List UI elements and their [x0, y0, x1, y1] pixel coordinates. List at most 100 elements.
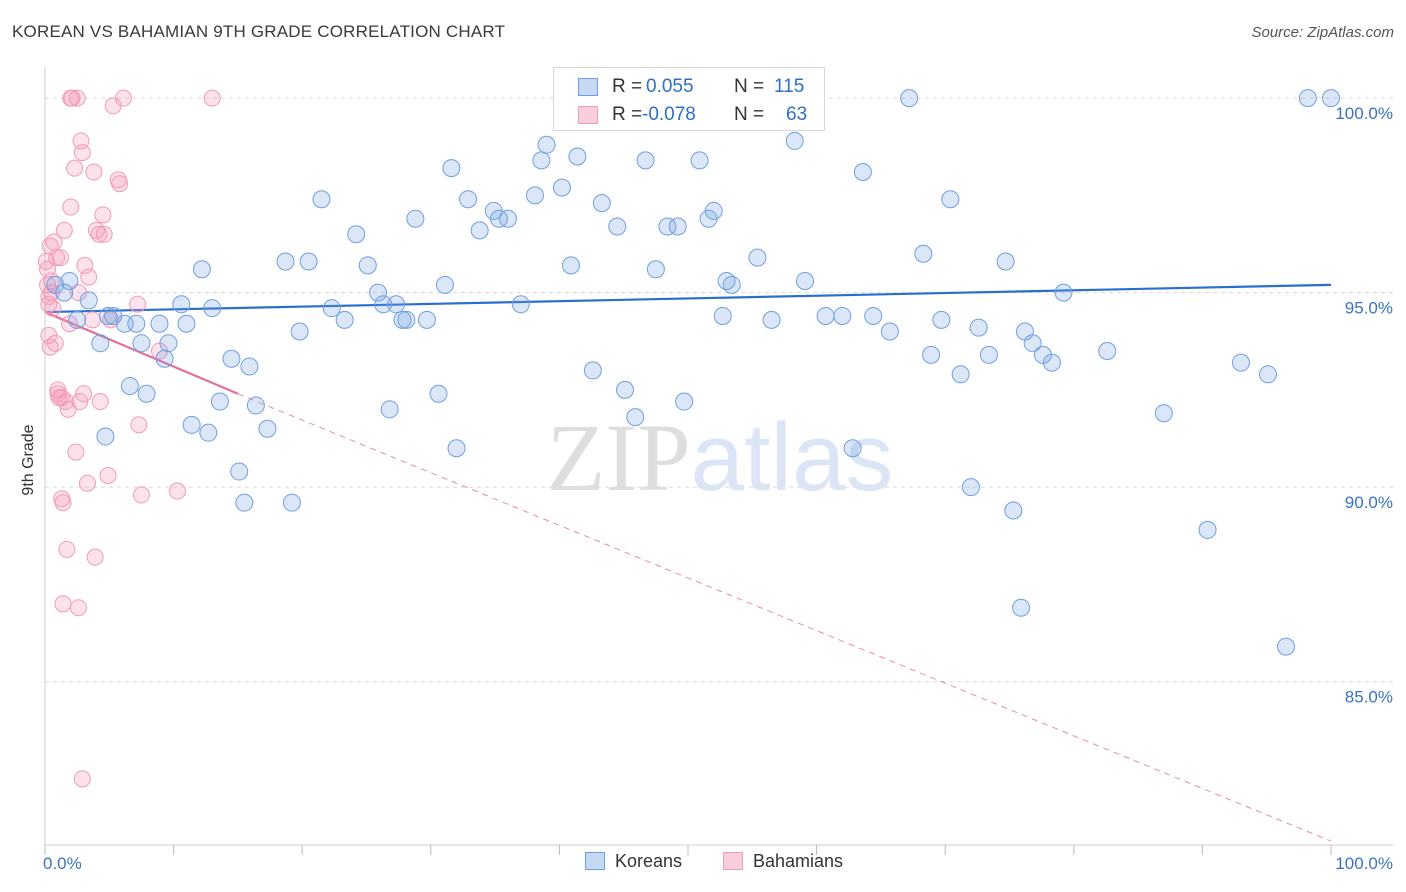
korean-swatch-icon [585, 852, 605, 870]
bahamian-point [73, 770, 91, 788]
korean-point [1231, 353, 1250, 372]
legend-r-label: R = [612, 76, 643, 97]
bahamian-point [54, 494, 72, 512]
korean-point [127, 314, 146, 333]
y-tick-label: 100.0% [1335, 104, 1393, 123]
korean-point [230, 462, 249, 481]
legend-row-korean: R = 0.055 N = 115 [554, 74, 824, 102]
bahamian-point [111, 175, 129, 193]
legend-box: R = 0.055 N = 115 R = -0.078 N = 63 [553, 67, 825, 131]
korean-point [258, 419, 277, 438]
korean-point [785, 131, 804, 150]
legend-label-koreans: Koreans [615, 851, 683, 871]
korean-point [646, 260, 665, 279]
korean-point [511, 295, 530, 314]
korean-point [690, 151, 709, 170]
bahamian-trend-extension [237, 393, 1332, 842]
bahamian-point [114, 89, 132, 107]
korean-point [46, 275, 65, 294]
korean-point [658, 217, 677, 236]
korean-point [608, 217, 627, 236]
bahamian-point [91, 393, 109, 411]
bahamian-swatch-icon [723, 852, 743, 870]
trend-lines [44, 283, 1332, 842]
korean-point [60, 271, 79, 290]
source-label: Source: ZipAtlas.com [1251, 24, 1394, 41]
korean-point [192, 260, 211, 279]
y-axis-label: 9th Grade [20, 424, 37, 495]
y-tick-label: 95.0% [1345, 299, 1393, 318]
korean-point [299, 252, 318, 271]
bahamian-point [78, 474, 96, 492]
korean-point [55, 283, 74, 302]
x-tick-label: 0.0% [43, 854, 82, 873]
korean-point [568, 147, 587, 166]
y-tick-label: 85.0% [1345, 688, 1393, 707]
y-tick-labels: 85.0% 90.0% 95.0% 100.0% [1335, 104, 1393, 707]
korean-point [459, 190, 478, 209]
korean-point [704, 201, 723, 220]
bahamian-point [99, 466, 117, 484]
legend-r-label: R = [612, 104, 643, 125]
korean-point [853, 163, 872, 182]
bahamian-swatch-icon [578, 106, 598, 124]
korean-point [713, 306, 732, 325]
korean-point [387, 295, 406, 314]
korean-point [1198, 520, 1217, 539]
korean-point [722, 275, 741, 294]
bahamian-point [168, 482, 186, 500]
bahamian-point [55, 221, 73, 239]
korean-point [932, 310, 951, 329]
korean-point [561, 256, 580, 275]
korean-point [941, 190, 960, 209]
watermark-atlas: atlas [691, 404, 894, 511]
bahamian-point [132, 486, 150, 504]
korean-point [583, 361, 602, 380]
bahamian-point [130, 416, 148, 434]
korean-point [1322, 89, 1340, 108]
bahamian-point [85, 163, 103, 181]
korean-point [816, 306, 835, 325]
chart-title: KOREAN VS BAHAMIAN 9TH GRADE CORRELATION… [12, 22, 506, 41]
korean-point [951, 365, 970, 384]
bahamian-point [90, 225, 108, 243]
korean-point [1004, 501, 1023, 520]
bahamian-point [69, 599, 87, 617]
korean-point [1258, 365, 1277, 384]
korean-point [210, 392, 229, 411]
x-tick-labels: 0.0% 100.0% [43, 854, 1393, 873]
bahamian-point [68, 89, 86, 107]
bahamian-point [75, 385, 93, 403]
legend-n-value: 115 [774, 76, 805, 97]
bahamian-point [63, 89, 81, 107]
korean-point [668, 217, 687, 236]
korean-point [397, 310, 416, 329]
bahamian-point [94, 206, 112, 224]
korean-point [68, 310, 87, 329]
korean-point [1154, 404, 1173, 423]
bahamian-point [203, 89, 221, 107]
korean-point [393, 310, 412, 329]
bahamian-point [46, 334, 64, 352]
korean-point [796, 271, 815, 290]
korean-point [922, 345, 941, 364]
bahamian-point [44, 299, 62, 317]
gridlines [45, 97, 1394, 683]
korean-point [99, 306, 118, 325]
bahamian-point [67, 443, 85, 461]
korean-point [833, 306, 852, 325]
korean-point [843, 439, 862, 458]
korean-point [282, 493, 301, 512]
legend-n-label: N = [734, 104, 765, 125]
korean-point [762, 310, 781, 329]
korean-point [335, 310, 354, 329]
bahamian-point [51, 249, 69, 267]
korean-point [470, 221, 489, 240]
korean-point [369, 283, 388, 302]
bahamian-point [84, 311, 102, 329]
korean-point [417, 310, 436, 329]
korean-point [525, 186, 544, 205]
bahamian-point [73, 144, 91, 162]
korean-point [155, 349, 174, 368]
bahamian-point [48, 249, 66, 267]
